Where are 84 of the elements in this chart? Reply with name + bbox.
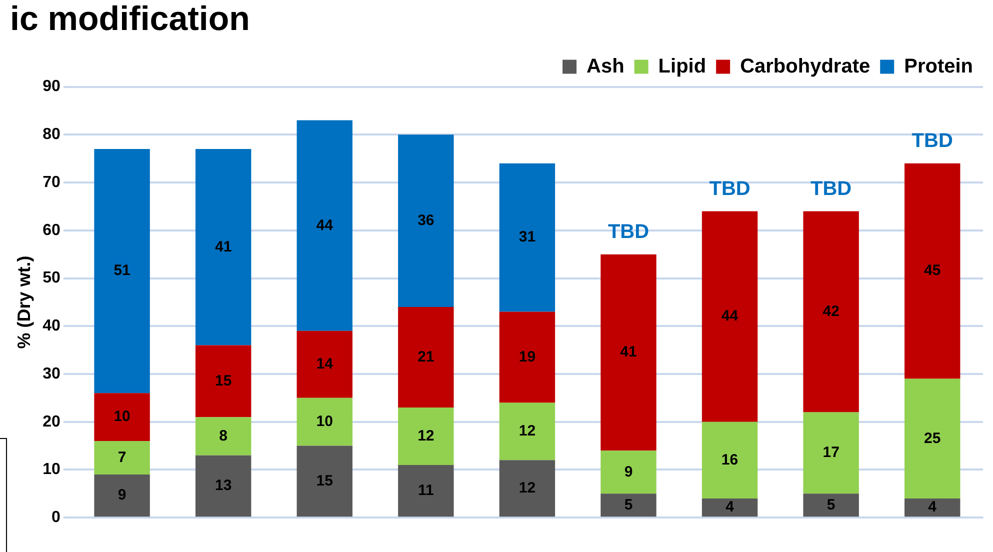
bar (94, 441, 150, 475)
bar (600, 494, 656, 517)
bar (398, 134, 454, 307)
bar (296, 398, 352, 446)
chart-title: ic modification (10, 0, 250, 38)
data-label: 21 (418, 348, 434, 366)
bar (296, 120, 352, 331)
y-tick-label: 60 (42, 222, 60, 239)
bar (195, 417, 252, 456)
bar (94, 474, 150, 517)
annotation: TBD (608, 220, 650, 243)
data-label: 15 (316, 472, 333, 490)
legend-label: Ash (586, 55, 624, 78)
bar (600, 450, 656, 494)
annotation: TBD (912, 130, 953, 152)
y-tick-label: 40 (42, 318, 60, 335)
annotation: TBD (810, 178, 852, 200)
bar (803, 412, 859, 494)
bar (398, 464, 454, 517)
bar (499, 460, 556, 517)
bar (702, 422, 758, 498)
data-label: 11 (418, 482, 434, 499)
data-label: 10 (114, 408, 130, 426)
bar (499, 312, 556, 403)
bar (195, 345, 252, 418)
data-label: 41 (214, 238, 232, 256)
bar (600, 254, 656, 451)
bar (803, 494, 859, 517)
bar (94, 393, 150, 442)
annotation: TBD (709, 178, 750, 200)
bar (499, 163, 556, 312)
data-label: 4 (726, 498, 735, 516)
y-tick-label: 20 (42, 413, 60, 430)
data-label: 19 (518, 348, 536, 366)
y-tick-label: 90 (42, 78, 60, 96)
legend-label: Carbohydrate (740, 55, 870, 78)
y-tick-label: 30 (42, 365, 60, 382)
data-label: 45 (924, 262, 941, 280)
y-tick-label: 70 (42, 174, 60, 191)
y-axis-title: % (Dry wt.) (14, 256, 34, 349)
bar (702, 498, 758, 517)
bar (904, 163, 960, 379)
bar (702, 211, 758, 422)
data-label: 9 (624, 463, 633, 480)
bar (398, 306, 454, 408)
bar (195, 149, 252, 346)
data-label: 4 (928, 498, 938, 516)
bar (94, 149, 150, 394)
data-label: 12 (518, 480, 536, 497)
data-label: 9 (118, 486, 126, 504)
data-label: 5 (826, 496, 836, 514)
bar (398, 408, 454, 465)
data-label: 14 (316, 356, 334, 373)
bar (499, 402, 556, 460)
legend-label: Lipid (658, 55, 706, 78)
data-label: 7 (118, 448, 126, 466)
data-label: 41 (620, 344, 637, 361)
y-tick-label: 80 (42, 126, 60, 144)
data-label: 16 (721, 451, 738, 468)
bar (195, 455, 252, 517)
data-label: 31 (518, 228, 536, 246)
data-label: 17 (822, 444, 840, 462)
data-label: 15 (214, 372, 232, 390)
data-label: 12 (418, 427, 434, 444)
bar (803, 211, 859, 412)
legend-label: Protein (904, 55, 974, 78)
bar (904, 498, 960, 517)
data-label: 12 (518, 422, 536, 440)
data-label: 44 (316, 216, 334, 234)
y-tick-label: 0 (51, 509, 60, 526)
y-tick-label: 10 (42, 461, 60, 478)
y-tick-label: 50 (42, 270, 60, 287)
data-label: 5 (624, 496, 633, 514)
data-label: 36 (418, 212, 434, 229)
data-label: 10 (316, 413, 333, 430)
data-label: 25 (924, 430, 941, 447)
bar (904, 378, 960, 498)
data-label: 44 (721, 308, 739, 325)
data-label: 42 (822, 302, 840, 320)
data-label: 13 (214, 477, 232, 494)
data-label: 51 (114, 262, 130, 280)
bar (296, 446, 352, 517)
data-label: 8 (219, 427, 228, 444)
bar (296, 330, 352, 398)
